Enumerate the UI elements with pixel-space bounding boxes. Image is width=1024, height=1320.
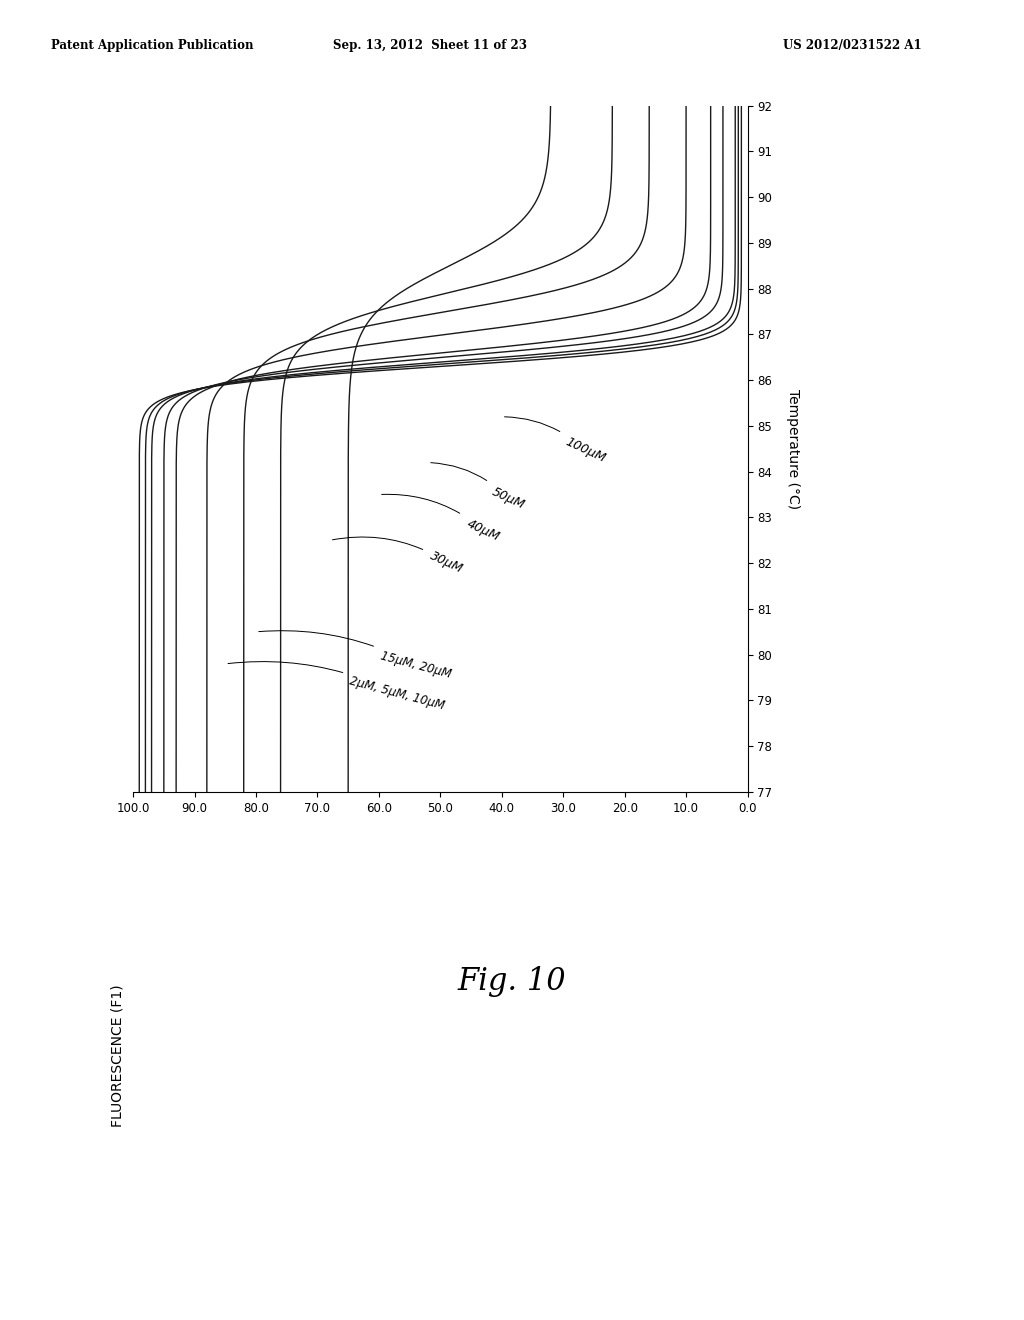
- Text: Sep. 13, 2012  Sheet 11 of 23: Sep. 13, 2012 Sheet 11 of 23: [333, 38, 527, 51]
- Text: 2μM, 5μM, 10μM: 2μM, 5μM, 10μM: [228, 661, 446, 713]
- Text: 30μM: 30μM: [333, 537, 465, 576]
- Text: Fig. 10: Fig. 10: [458, 966, 566, 997]
- Text: 40μM: 40μM: [382, 494, 502, 544]
- Text: 100μM: 100μM: [505, 417, 607, 466]
- Text: FLUORESCENCE (F1): FLUORESCENCE (F1): [111, 985, 125, 1127]
- Text: 50μM: 50μM: [431, 463, 526, 511]
- Text: US 2012/0231522 A1: US 2012/0231522 A1: [783, 38, 922, 51]
- Y-axis label: Temperature (°C): Temperature (°C): [786, 388, 800, 510]
- Text: 15μM, 20μM: 15μM, 20μM: [259, 631, 453, 681]
- Text: Patent Application Publication: Patent Application Publication: [51, 38, 254, 51]
